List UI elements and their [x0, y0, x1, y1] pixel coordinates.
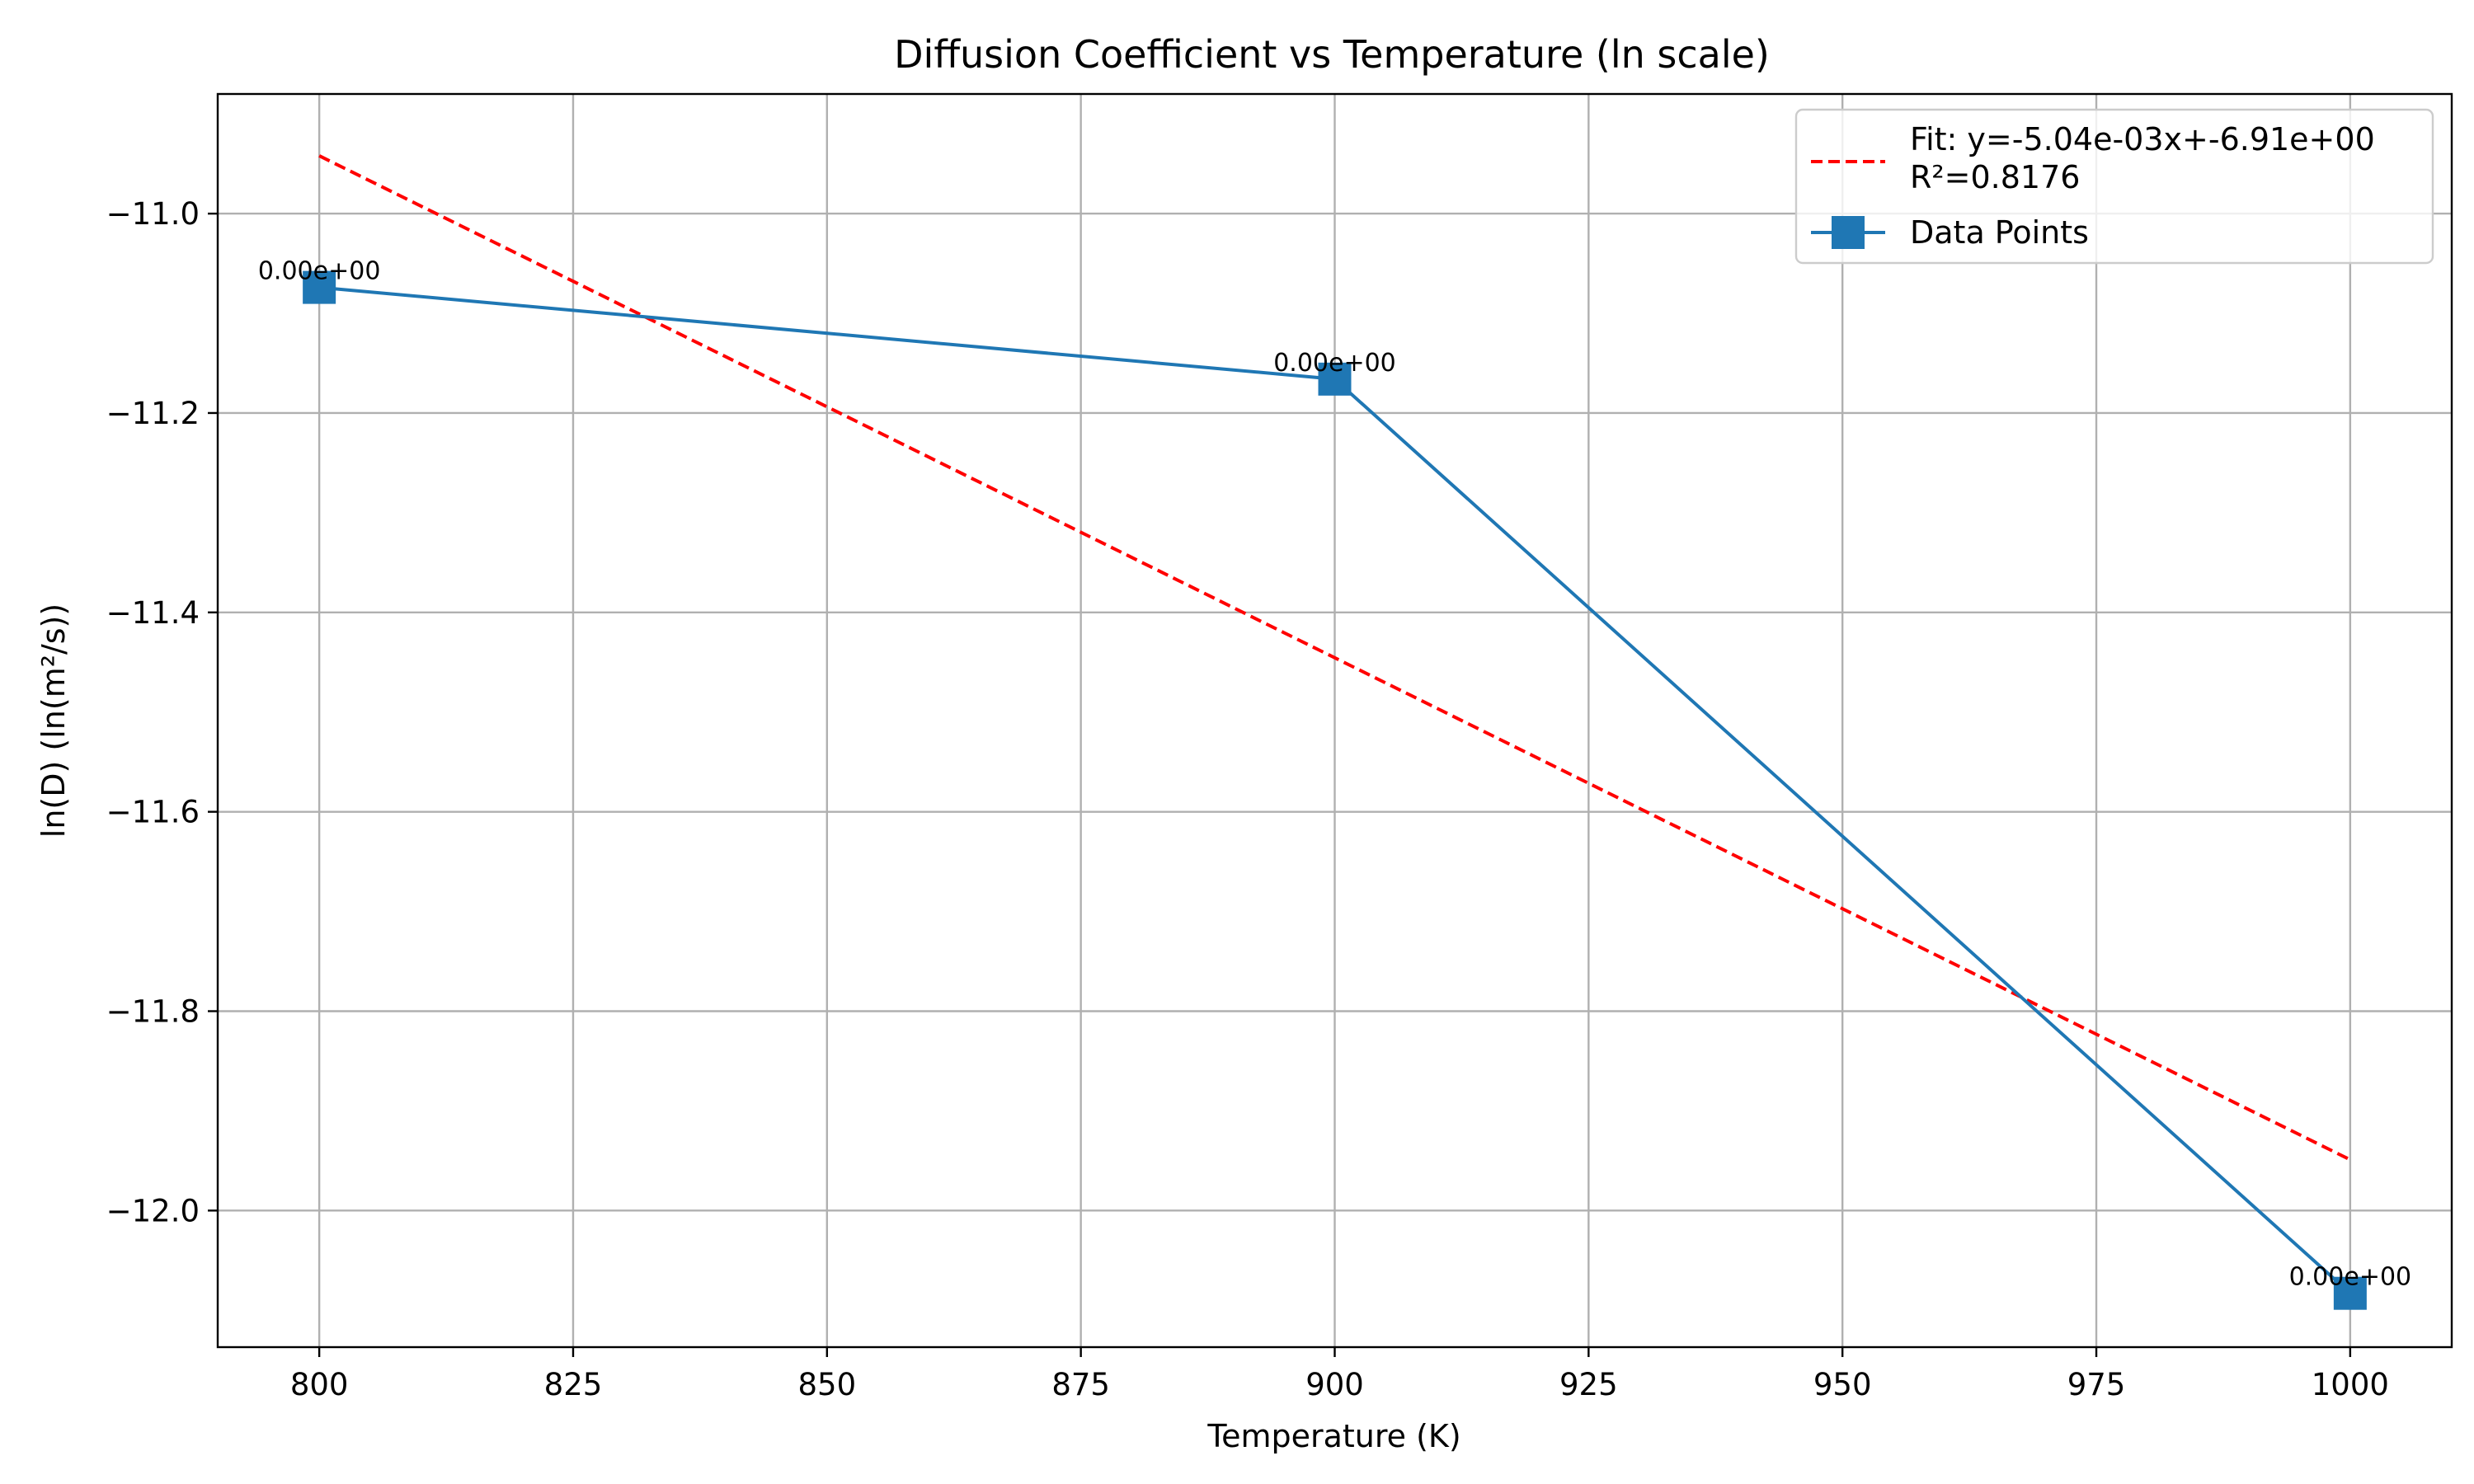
- y-tick-label: −11.0: [106, 196, 200, 232]
- fit-line: [318, 154, 2351, 1162]
- data-point-label: 0.00e+00: [1273, 349, 1396, 378]
- data-point-marker: [2333, 1276, 2367, 1310]
- data-point-label: 0.00e+00: [2289, 1263, 2412, 1292]
- data-point-marker: [303, 270, 336, 304]
- y-tick-label: −11.8: [106, 993, 200, 1029]
- legend-box: [1794, 108, 2434, 265]
- x-tick-label: 800: [290, 1367, 349, 1402]
- legend: Fit: y=-5.04e-03x+-6.91e+00 R²=0.8176 Da…: [1794, 108, 2434, 265]
- legend-data-label: Data Points: [1910, 214, 2089, 251]
- grid: [218, 94, 2452, 1347]
- x-ticks: 800 825 850 875 900 925 950 975 1000: [290, 1347, 2389, 1402]
- data-point-marker: [1318, 362, 1352, 396]
- x-tick-label: 900: [1305, 1367, 1364, 1402]
- y-tick-label: −12.0: [106, 1193, 200, 1228]
- x-tick-label: 825: [544, 1367, 603, 1402]
- y-tick-label: −11.4: [106, 595, 200, 631]
- x-tick-label: 975: [2067, 1367, 2126, 1402]
- y-tick-label: −11.6: [106, 795, 200, 830]
- legend-data-marker: [1832, 216, 1865, 249]
- x-tick-label: 875: [1051, 1367, 1110, 1402]
- legend-fit-label: Fit: y=-5.04e-03x+-6.91e+00: [1910, 121, 2375, 157]
- chart-title: Diffusion Coefficient vs Temperature (ln…: [894, 32, 1770, 77]
- y-ticks: −12.0 −11.8 −11.6 −11.4 −11.2 −11.0: [106, 196, 218, 1228]
- data-point-label: 0.00e+00: [258, 257, 381, 286]
- x-tick-label: 1000: [2312, 1367, 2389, 1402]
- y-tick-label: −11.2: [106, 396, 200, 431]
- x-tick-label: 925: [1559, 1367, 1618, 1402]
- x-axis-label: Temperature (K): [1206, 1418, 1460, 1454]
- y-axis-label: ln(D) (ln(m²/s)): [35, 603, 72, 838]
- x-tick-label: 950: [1813, 1367, 1872, 1402]
- series-layer: 0.00e+00 0.00e+00 0.00e+00: [258, 154, 2412, 1310]
- x-tick-label: 850: [798, 1367, 857, 1402]
- legend-fit-r2-label: R²=0.8176: [1910, 159, 2080, 195]
